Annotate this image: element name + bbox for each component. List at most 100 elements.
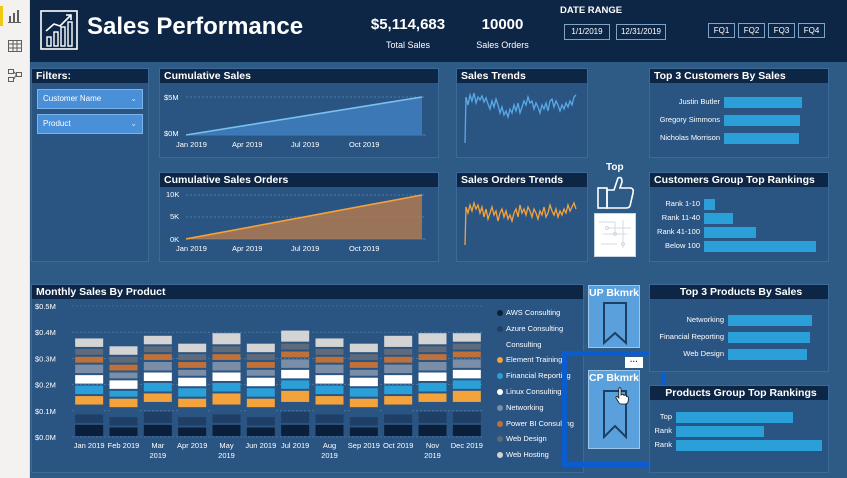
customer-group-bar[interactable] [704,241,816,252]
bar-segment[interactable] [212,362,241,371]
fq1-button[interactable]: FQ1 [708,23,735,38]
bar-segment[interactable] [246,388,275,397]
bar-segment[interactable] [452,351,481,358]
product-bar[interactable] [728,315,812,326]
bar-segment[interactable] [349,388,378,397]
product-group-bar[interactable] [676,440,822,451]
bar-segment[interactable] [349,417,378,426]
bar-segment[interactable] [109,372,138,379]
customer-name-slicer[interactable]: Customer Name ⌄ [37,89,143,109]
bar-segment[interactable] [246,398,275,408]
product-group-row[interactable]: Top [650,410,828,424]
bar-segment[interactable] [178,409,207,416]
bar-segment[interactable] [281,343,310,350]
bar-segment[interactable] [246,343,275,353]
bar-segment[interactable] [452,403,481,410]
customer-group-row[interactable]: Rank 11-40 [650,211,828,225]
bar-segment[interactable] [281,330,310,342]
bar-segment[interactable] [418,333,447,345]
customer-group-row[interactable]: Rank 41-100 [650,225,828,239]
bar-segment[interactable] [109,356,138,363]
bar-segment[interactable] [349,398,378,408]
date-start-input[interactable]: 1/1/2019 [564,24,610,40]
fq4-button[interactable]: FQ4 [798,23,825,38]
legend-item[interactable]: Web Hosting [497,449,549,461]
bar-segment[interactable] [178,354,207,361]
bar-segment[interactable] [75,406,104,413]
customer-row[interactable]: Nicholas Morrison [650,131,828,145]
bar-segment[interactable] [246,417,275,426]
bar-segment[interactable] [418,354,447,361]
bar-segment[interactable] [178,398,207,408]
product-bar[interactable] [728,332,810,343]
customer-group-row[interactable]: Below 100 [650,239,828,253]
customer-row[interactable]: Gregory Simmons [650,113,828,127]
model-view-icon[interactable] [7,67,23,83]
bar-segment[interactable] [109,390,138,397]
legend-item[interactable]: Azure Consulting [497,323,563,335]
customer-bar[interactable] [724,115,800,126]
cumulative-orders-chart[interactable]: Cumulative Sales Orders 10K 5K 0K Jan 20… [160,173,438,261]
bar-segment[interactable] [418,382,447,392]
bar-segment[interactable] [315,364,344,374]
bar-segment[interactable] [452,359,481,368]
cumulative-sales-chart[interactable]: Cumulative Sales $5M $0M Jan 2019 Apr 20… [160,69,438,157]
bar-segment[interactable] [246,427,275,436]
legend-item[interactable]: AWS Consulting [497,307,560,319]
bar-segment[interactable] [315,424,344,436]
product-row[interactable]: Web Design [650,347,828,361]
bar-segment[interactable] [452,369,481,379]
bar-segment[interactable] [212,382,241,392]
bar-segment[interactable] [384,424,413,436]
bar-segment[interactable] [384,364,413,374]
bar-segment[interactable] [384,356,413,363]
bar-segment[interactable] [384,414,413,423]
bar-segment[interactable] [75,364,104,374]
bar-segment[interactable] [178,417,207,426]
bar-segment[interactable] [452,380,481,389]
bar-segment[interactable] [75,414,104,423]
bar-segment[interactable] [349,354,378,361]
bar-segment[interactable] [212,333,241,345]
sales-trends-chart[interactable]: Sales Trends [457,69,587,157]
product-group-bar[interactable] [676,412,793,423]
bar-segment[interactable] [315,356,344,363]
bar-segment[interactable] [75,356,104,363]
bar-segment[interactable] [143,403,172,410]
bar-segment[interactable] [109,380,138,389]
bar-segment[interactable] [315,348,344,355]
bar-segment[interactable] [315,396,344,405]
product-group-bar[interactable] [676,426,764,437]
bar-segment[interactable] [315,375,344,384]
bar-segment[interactable] [212,393,241,405]
bar-segment[interactable] [452,343,481,350]
bar-segment[interactable] [246,354,275,361]
bar-segment[interactable] [349,409,378,416]
product-row[interactable]: Networking [650,313,828,327]
bar-segment[interactable] [418,346,447,353]
cp-bookmark-button[interactable]: CP Bkmrk [588,370,640,449]
bar-segment[interactable] [452,411,481,423]
bar-segment[interactable] [384,375,413,384]
bar-segment[interactable] [75,375,104,384]
bar-segment[interactable] [75,338,104,347]
customer-row[interactable]: Justin Butler [650,95,828,109]
bar-segment[interactable] [178,427,207,436]
more-options-button[interactable]: ··· [625,357,643,368]
bar-segment[interactable] [246,369,275,376]
up-bookmark-button[interactable]: UP Bkmrk [588,285,640,348]
legend-item[interactable]: Linux Consulting [497,386,561,398]
bar-segment[interactable] [143,335,172,345]
product-row[interactable]: Financial Reporting [650,330,828,344]
bar-segment[interactable] [212,346,241,353]
report-view-icon[interactable] [7,8,23,24]
legend-item[interactable]: Web Design [497,433,547,445]
bar-segment[interactable] [384,335,413,347]
customer-group-bar[interactable] [704,213,733,224]
bar-segment[interactable] [384,385,413,395]
date-end-input[interactable]: 12/31/2019 [616,24,666,40]
orders-trends-chart[interactable]: Sales Orders Trends [457,173,587,261]
bar-segment[interactable] [246,362,275,368]
bar-segment[interactable] [75,396,104,405]
product-group-row[interactable]: Rank [650,424,828,438]
